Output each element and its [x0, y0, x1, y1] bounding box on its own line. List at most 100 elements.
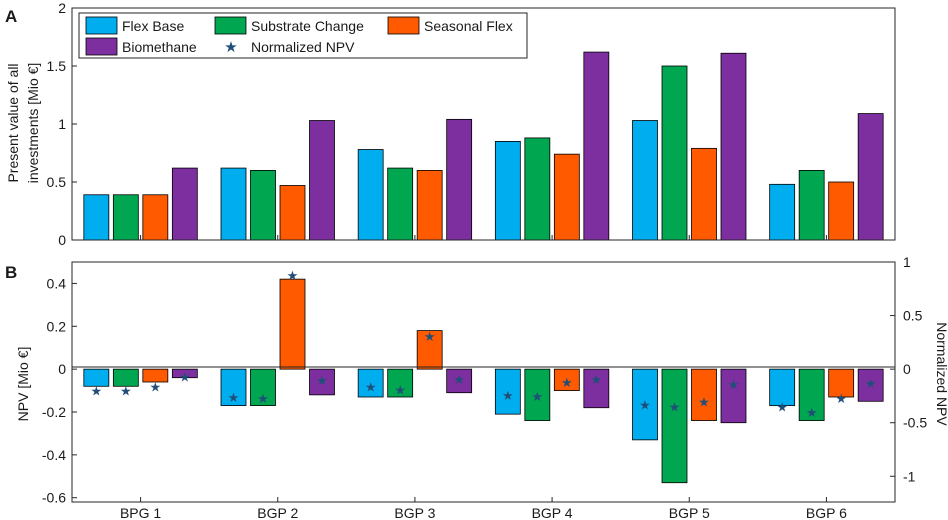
bar-a-flex-base-bgp-5 [632, 120, 658, 241]
bar-b-seasonal-flex-bgp-4 [553, 368, 580, 391]
bar-b-substrate-change-bgp-2 [250, 368, 276, 406]
bar-b-flex-base-bgp-2 [220, 368, 247, 406]
panel-b-right-tick-label: 0 [903, 361, 911, 377]
panel-b-y-tick-label: 0.4 [47, 275, 67, 291]
bar-a-substrate-change-bpg-1 [112, 194, 139, 241]
normalized-npv-marker-bpg-1-seasonal-flex: ★ [150, 379, 162, 394]
normalized-npv-marker-bgp-6-substrate-change: ★ [806, 405, 818, 420]
panel-a-y-tick-label: 2 [58, 0, 66, 16]
bar-a-flex-base-bgp-6 [769, 183, 796, 241]
legend-swatch-flex-base [85, 16, 118, 35]
bar-b-substrate-change-bgp-4 [524, 368, 551, 421]
bar-b-flex-base-bgp-5 [632, 368, 658, 441]
legend-swatch-biomethane [85, 37, 118, 56]
normalized-npv-marker-bgp-4-substrate-change: ★ [532, 389, 544, 404]
legend-star-icon: ★ [224, 39, 237, 56]
x-tick-label-bpg-1: BPG 1 [120, 505, 161, 520]
panel-b-label: B [5, 263, 17, 282]
bar-b-substrate-change-bgp-3 [387, 368, 414, 398]
legend-label-seasonal-flex: Seasonal Flex [424, 18, 513, 34]
panel-b-y-tick-label: -0.2 [42, 404, 66, 420]
panel-a-y-tick-label: 1.5 [47, 58, 67, 74]
bar-a-substrate-change-bgp-4 [524, 137, 551, 241]
bar-b-flex-base-bgp-3 [357, 368, 384, 398]
normalized-npv-marker-bgp-2-seasonal-flex: ★ [287, 268, 299, 283]
normalized-npv-marker-bgp-6-seasonal-flex: ★ [835, 391, 847, 406]
legend-label-flex-base: Flex Base [122, 18, 184, 34]
x-tick-label-bgp-3: BGP 3 [394, 505, 435, 520]
normalized-npv-marker-bgp-3-substrate-change: ★ [394, 383, 406, 398]
normalized-npv-marker-bgp-5-substrate-change: ★ [669, 400, 681, 415]
panel-a-frame [71, 7, 896, 241]
normalized-npv-marker-bgp-3-biomethane: ★ [453, 372, 465, 387]
bar-a-substrate-change-bgp-2 [250, 169, 276, 241]
bar-a-seasonal-flex-bgp-4 [553, 153, 580, 241]
bar-b-seasonal-flex-bpg-1 [142, 368, 169, 383]
panel-b-y-tick-label: -0.4 [42, 447, 66, 463]
panel-b-right-tick-label: -1 [903, 468, 916, 484]
normalized-npv-marker-bgp-4-flex-base: ★ [502, 388, 514, 403]
bar-a-biomethane-bgp-5 [720, 52, 747, 241]
x-tick-label-bgp-2: BGP 2 [257, 505, 298, 520]
bar-b-biomethane-bgp-4 [583, 368, 610, 409]
bar-b-flex-base-bgp-6 [769, 368, 796, 406]
bar-b-substrate-change-bgp-6 [798, 368, 825, 421]
normalized-npv-marker-bgp-2-biomethane: ★ [316, 373, 328, 388]
bar-a-flex-base-bpg-1 [83, 194, 110, 241]
panel-b-y-tick-label: 0 [58, 361, 66, 377]
normalized-npv-marker-bgp-6-flex-base: ★ [776, 400, 788, 415]
bar-b-substrate-change-bgp-5 [661, 368, 688, 484]
legend: Flex Base Substrate Change Seasonal Flex… [78, 12, 528, 59]
legend-swatch-seasonal-flex [387, 16, 420, 35]
panel-a-y-tick-label: 0.5 [47, 174, 67, 190]
bar-a-biomethane-bgp-6 [857, 113, 884, 241]
x-tick-label-bgp-6: BGP 6 [806, 505, 847, 520]
bar-b-seasonal-flex-bgp-3 [416, 330, 443, 370]
normalized-npv-marker-bgp-5-flex-base: ★ [639, 398, 651, 413]
panel-b: B NPV [Mio €] Normalized NPV -0.6-0.4-0.… [5, 254, 948, 520]
panel-a-y-ticks: 0 0.5 1 1.5 2 [47, 0, 827, 248]
panel-b-y-ticks: -0.6 -0.4 -0.2 0 0.2 0.4 [42, 275, 77, 506]
panel-b-right-tick-label: 0.5 [903, 308, 923, 324]
panel-b-normalized-npv-markers: ★ ★ ★ ★ ★ ★ ★ ★ ★ ★ ★ ★ ★ ★ ★ ★ ★ ★ ★ ★ ★ ★ ★ ★ [91, 268, 877, 420]
panel-a: A Present value of all investments [Mio … [5, 0, 896, 248]
bar-b-biomethane-bgp-6 [857, 368, 884, 402]
legend-swatch-substrate-change [214, 16, 247, 35]
normalized-npv-marker-bpg-1-substrate-change: ★ [120, 384, 132, 399]
normalized-npv-marker-bpg-1-biomethane: ★ [179, 370, 191, 385]
bar-a-flex-base-bgp-3 [357, 149, 384, 241]
normalized-npv-marker-bgp-2-flex-base: ★ [228, 390, 240, 405]
panel-a-y-tick-label: 0 [58, 232, 66, 248]
bar-a-seasonal-flex-bgp-2 [279, 185, 306, 241]
bar-a-biomethane-bpg-1 [171, 167, 198, 241]
bar-b-substrate-change-bpg-1 [112, 368, 139, 387]
bar-a-flex-base-bgp-4 [494, 140, 521, 241]
panel-a-bars [83, 51, 884, 241]
bar-b-flex-base-bpg-1 [83, 368, 110, 387]
panel-b-y-tick-label: -0.6 [42, 490, 66, 506]
panel-a-y-axis-label-line1: Present value of all [5, 63, 21, 182]
bar-a-seasonal-flex-bpg-1 [142, 194, 169, 241]
bar-b-flex-base-bgp-4 [494, 368, 521, 415]
bar-b-seasonal-flex-bgp-2 [279, 278, 306, 370]
legend-label-biomethane: Biomethane [122, 39, 197, 55]
normalized-npv-marker-bgp-5-seasonal-flex: ★ [698, 394, 710, 409]
normalized-npv-marker-bgp-6-biomethane: ★ [865, 376, 877, 391]
panel-b-right-tick-label: -0.5 [903, 415, 927, 431]
x-axis-ticks: BPG 1 BGP 2 BGP 3 BGP 4 BGP 5 BGP 6 [120, 497, 847, 520]
panel-b-y-axis-label: NPV [Mio €] [15, 347, 31, 422]
bar-a-substrate-change-bgp-5 [661, 65, 688, 241]
bar-a-substrate-change-bgp-3 [387, 167, 414, 241]
bar-b-seasonal-flex-bgp-5 [691, 368, 717, 421]
panel-b-y-tick-label: 0.2 [47, 318, 67, 334]
panel-a-y-tick-label: 1 [58, 116, 66, 132]
normalized-npv-marker-bgp-5-biomethane: ★ [728, 377, 740, 392]
bar-a-substrate-change-bgp-6 [798, 169, 825, 241]
legend-label-normalized-npv: Normalized NPV [251, 39, 355, 55]
bar-b-biomethane-bpg-1 [171, 368, 198, 379]
bar-a-seasonal-flex-bgp-3 [416, 169, 443, 241]
bar-b-biomethane-bgp-2 [309, 368, 335, 396]
panel-b-right-axis-label: Normalized NPV [934, 322, 948, 426]
x-tick-label-bgp-5: BGP 5 [669, 505, 710, 520]
